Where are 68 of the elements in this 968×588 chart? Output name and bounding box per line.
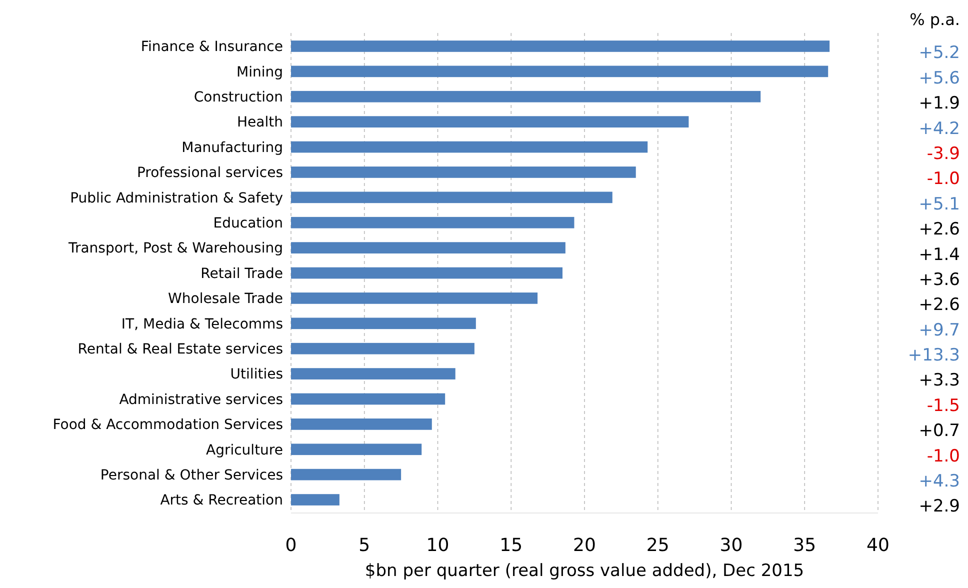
text: +3.3 bbox=[918, 370, 960, 391]
bar bbox=[291, 90, 761, 102]
y-tick-label: Personal & Other Services bbox=[100, 467, 283, 484]
bar bbox=[291, 393, 446, 405]
y-tick-label: Administrative services bbox=[119, 392, 283, 408]
text: -1.0 bbox=[926, 169, 960, 190]
text: +3.6 bbox=[918, 270, 960, 290]
bar bbox=[291, 267, 562, 279]
text: +5.1 bbox=[918, 194, 960, 214]
text: +4.2 bbox=[918, 118, 960, 139]
y-tick-label: Professional services bbox=[136, 165, 283, 182]
x-tick-label: 15 bbox=[500, 535, 523, 556]
bar bbox=[291, 216, 574, 228]
x-tick-label: 40 bbox=[866, 535, 890, 556]
y-tick-label: Wholesale Trade bbox=[168, 291, 283, 308]
bar bbox=[291, 468, 402, 480]
y-tick-label: Agriculture bbox=[206, 442, 283, 458]
bar bbox=[291, 66, 828, 78]
text: +2.6 bbox=[918, 295, 960, 316]
y-tick-label: Education bbox=[213, 216, 283, 232]
bar bbox=[291, 166, 636, 178]
y-tick-label: Arts & Recreation bbox=[160, 492, 283, 509]
x-tick-label: 35 bbox=[793, 535, 816, 556]
x-tick-label: 10 bbox=[426, 535, 450, 556]
x-tick-label: 20 bbox=[573, 535, 596, 556]
y-tick-label: Finance & Insurance bbox=[140, 39, 283, 56]
text: +13.3 bbox=[908, 346, 960, 366]
text: +4.3 bbox=[918, 472, 960, 492]
bar bbox=[291, 368, 456, 380]
text: +2.9 bbox=[918, 496, 960, 517]
y-tick-label: Public Administration & Safety bbox=[70, 190, 283, 206]
text: +9.7 bbox=[918, 320, 960, 340]
bar bbox=[291, 141, 648, 153]
text: % p.a. bbox=[910, 10, 960, 29]
y-tick-label: IT, Media & Telecomms bbox=[121, 316, 283, 332]
y-tick-label: Mining bbox=[236, 64, 283, 80]
x-axis-title: $bn per quarter (real gross value added), Dec 2015 bbox=[364, 561, 804, 581]
y-tick-label: Construction bbox=[194, 90, 283, 106]
bar bbox=[291, 318, 476, 330]
bar bbox=[291, 342, 474, 354]
bar bbox=[291, 116, 689, 128]
x-tick-label: 5 bbox=[358, 535, 370, 556]
y-tick-label: Food & Accommodation Services bbox=[52, 417, 283, 434]
y-tick-label: Transport, Post & Warehousing bbox=[67, 240, 283, 257]
text: -3.9 bbox=[926, 144, 960, 164]
y-tick-label: Health bbox=[237, 114, 283, 131]
text: +5.2 bbox=[918, 43, 960, 64]
bar bbox=[291, 292, 538, 304]
bar bbox=[291, 242, 566, 254]
text: +2.6 bbox=[918, 220, 960, 240]
bar bbox=[291, 418, 432, 430]
y-tick-label: Manufacturing bbox=[182, 140, 283, 156]
bar bbox=[291, 444, 422, 456]
x-tick-label: 30 bbox=[720, 535, 743, 556]
bar bbox=[291, 494, 340, 506]
y-tick-label: Utilities bbox=[230, 366, 283, 383]
text: -1.0 bbox=[926, 446, 960, 466]
bar bbox=[291, 40, 830, 52]
text: -1.5 bbox=[926, 396, 960, 416]
text: +1.9 bbox=[918, 94, 960, 114]
text: +1.4 bbox=[918, 244, 960, 265]
x-tick-label: 0 bbox=[285, 535, 297, 556]
text: +5.6 bbox=[918, 68, 960, 88]
y-tick-label: Retail Trade bbox=[200, 266, 283, 282]
bar bbox=[291, 192, 612, 204]
text: +0.7 bbox=[918, 421, 960, 442]
y-tick-label: Rental & Real Estate services bbox=[78, 341, 283, 358]
x-tick-label: 25 bbox=[646, 535, 670, 556]
